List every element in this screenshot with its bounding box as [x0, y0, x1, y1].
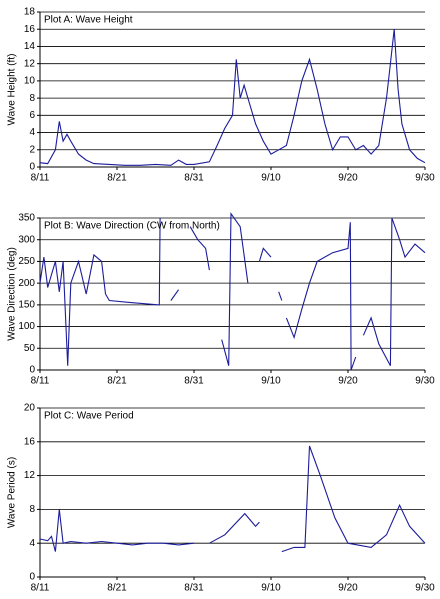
- y-tick-label: 0: [29, 572, 35, 583]
- y-tick-label: 8: [29, 504, 35, 515]
- y-tick-label: 0: [29, 365, 35, 376]
- y-tick-label: 300: [18, 234, 35, 245]
- y-tick-label: 100: [18, 321, 35, 332]
- x-tick-label: 8/11: [31, 173, 50, 184]
- y-tick-label: 14: [24, 41, 36, 52]
- y-tick-label: 12: [24, 470, 36, 481]
- x-tick-label: 9/30: [415, 173, 435, 184]
- chart-title: Plot A: Wave Height: [44, 15, 133, 26]
- x-tick-label: 9/20: [338, 173, 358, 184]
- y-tick-label: 18: [24, 7, 36, 18]
- data-line: [39, 445, 426, 553]
- x-tick-label: 9/10: [261, 583, 281, 594]
- x-tick-label: 9/10: [261, 376, 281, 387]
- data-line: [39, 212, 426, 371]
- x-tick-label: 8/31: [184, 583, 204, 594]
- x-tick-label: 8/31: [184, 376, 204, 387]
- x-tick-label: 8/21: [107, 583, 127, 594]
- y-tick-label: 6: [29, 110, 35, 121]
- x-tick-label: 9/30: [415, 376, 435, 387]
- y-tick-label: 350: [18, 213, 35, 224]
- y-tick-label: 20: [24, 403, 36, 414]
- y-tick-label: 12: [24, 58, 36, 69]
- x-tick-label: 8/11: [31, 583, 50, 594]
- y-axis-label: Wave Period (s): [7, 457, 18, 528]
- y-tick-label: 4: [29, 127, 35, 138]
- x-tick-label: 9/30: [415, 583, 435, 594]
- y-tick-label: 0: [29, 162, 35, 173]
- x-tick-label: 8/21: [107, 173, 127, 184]
- y-tick-label: 16: [24, 24, 36, 35]
- y-tick-label: 150: [18, 299, 35, 310]
- chart-title: Plot C: Wave Period: [44, 411, 134, 422]
- y-axis-label: Wave Height (ft): [7, 54, 18, 126]
- y-tick-label: 10: [24, 76, 36, 87]
- y-tick-label: 200: [18, 278, 35, 289]
- y-tick-label: 16: [24, 436, 36, 447]
- y-tick-label: 4: [29, 538, 35, 549]
- x-tick-label: 9/10: [261, 173, 281, 184]
- y-tick-label: 8: [29, 93, 35, 104]
- x-tick-label: 9/20: [338, 376, 358, 387]
- data-line: [39, 29, 426, 166]
- x-tick-label: 9/20: [338, 583, 358, 594]
- y-tick-label: 2: [29, 144, 35, 155]
- chart-title: Plot B: Wave Direction (CW from North): [44, 221, 220, 232]
- x-tick-label: 8/21: [107, 376, 127, 387]
- y-tick-label: 50: [24, 343, 36, 354]
- y-tick-label: 250: [18, 256, 35, 267]
- x-tick-label: 8/11: [31, 376, 50, 387]
- y-axis-label: Wave Direction (deg): [7, 247, 18, 341]
- x-tick-label: 8/31: [184, 173, 204, 184]
